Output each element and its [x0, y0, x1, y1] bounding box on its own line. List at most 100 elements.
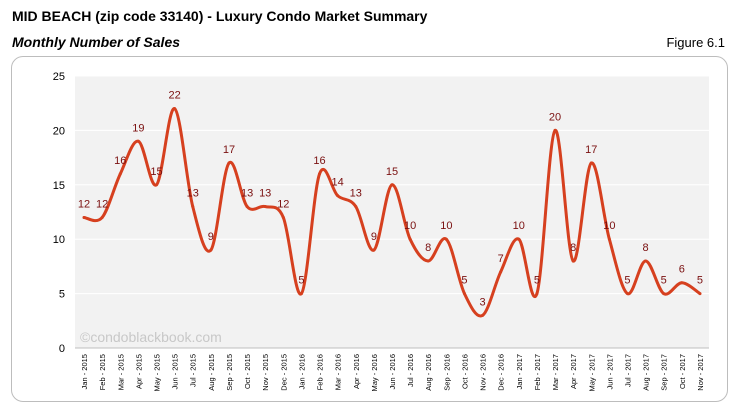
data-label: 14 — [332, 177, 344, 189]
data-point — [136, 139, 140, 143]
x-tick-label: May - 2015 — [153, 354, 162, 392]
data-label: 16 — [114, 155, 126, 167]
x-tick-label: Apr - 2017 — [569, 354, 578, 389]
figure-label: Figure 6.1 — [666, 35, 725, 50]
x-tick-label: Jun - 2017 — [605, 354, 614, 389]
data-point — [462, 292, 466, 296]
data-point — [155, 183, 159, 187]
x-tick-label: Jul - 2016 — [406, 354, 415, 387]
data-point — [698, 292, 702, 296]
x-tick-label: Jan - 2015 — [80, 354, 89, 389]
x-tick-label: May - 2016 — [370, 354, 379, 392]
data-label: 6 — [679, 264, 685, 276]
x-tick-label: Sep - 2017 — [660, 354, 669, 391]
x-tick-label: Jan - 2016 — [297, 354, 306, 389]
data-point — [481, 313, 485, 317]
data-label: 9 — [208, 231, 214, 243]
x-tick-label: May - 2017 — [587, 354, 596, 392]
data-label: 15 — [386, 166, 398, 178]
data-point — [426, 259, 430, 263]
data-label: 10 — [440, 220, 452, 232]
y-tick-label: 0 — [59, 343, 65, 355]
x-tick-label: Dec - 2015 — [279, 354, 288, 391]
data-point — [118, 172, 122, 176]
data-point — [553, 128, 557, 132]
data-label: 7 — [498, 253, 504, 265]
data-point — [680, 281, 684, 285]
data-point — [372, 248, 376, 252]
data-label: 16 — [313, 155, 325, 167]
x-tick-label: Nov - 2017 — [696, 354, 705, 391]
data-label: 9 — [371, 231, 377, 243]
x-tick-label: Jul - 2017 — [623, 354, 632, 387]
watermark: ©condoblackbook.com — [80, 329, 222, 345]
x-tick-label: Nov - 2016 — [479, 354, 488, 391]
data-label: 13 — [187, 188, 199, 200]
data-label: 12 — [277, 198, 289, 210]
data-point — [100, 215, 104, 219]
data-label: 10 — [513, 220, 525, 232]
data-point — [354, 205, 358, 209]
data-label: 12 — [78, 198, 90, 210]
y-tick-label: 15 — [53, 180, 65, 192]
data-point — [644, 259, 648, 263]
data-label: 3 — [480, 296, 486, 308]
data-label: 8 — [425, 242, 431, 254]
x-tick-label: Oct - 2015 — [243, 354, 252, 389]
data-label: 10 — [603, 220, 615, 232]
x-tick-label: Mar - 2017 — [551, 354, 560, 390]
x-tick-label: Sep - 2016 — [442, 354, 451, 391]
data-point — [263, 205, 267, 209]
x-tick-label: Dec - 2016 — [497, 354, 506, 391]
x-tick-label: Mar - 2015 — [116, 354, 125, 390]
data-point — [607, 237, 611, 241]
data-label: 13 — [259, 188, 271, 200]
data-point — [571, 259, 575, 263]
data-label: 19 — [132, 122, 144, 134]
data-point — [318, 172, 322, 176]
y-tick-label: 10 — [53, 234, 65, 246]
x-tick-label: Oct - 2017 — [678, 354, 687, 389]
data-label: 13 — [241, 188, 253, 200]
x-tick-label: Feb - 2017 — [533, 354, 542, 390]
y-tick-label: 20 — [53, 125, 65, 137]
x-tick-label: Sep - 2015 — [225, 354, 234, 391]
data-label: 12 — [96, 198, 108, 210]
data-point — [227, 161, 231, 165]
data-label: 17 — [223, 144, 235, 156]
x-tick-label: Aug - 2016 — [424, 354, 433, 391]
x-tick-label: Feb - 2015 — [98, 354, 107, 390]
data-point — [662, 292, 666, 296]
data-point — [299, 292, 303, 296]
x-tick-label: Mar - 2016 — [334, 354, 343, 390]
data-point — [625, 292, 629, 296]
data-label: 22 — [169, 90, 181, 102]
chart-subtitle: Monthly Number of Sales — [12, 34, 181, 50]
data-point — [336, 194, 340, 198]
data-label: 8 — [570, 242, 576, 254]
data-label: 5 — [534, 275, 540, 287]
data-label: 20 — [549, 111, 561, 123]
data-label: 5 — [461, 275, 467, 287]
data-label: 17 — [585, 144, 597, 156]
data-point — [535, 292, 539, 296]
data-point — [408, 237, 412, 241]
y-tick-label: 25 — [53, 71, 65, 83]
data-point — [589, 161, 593, 165]
x-tick-label: Nov - 2015 — [261, 354, 270, 391]
data-point — [390, 183, 394, 187]
data-label: 10 — [404, 220, 416, 232]
data-point — [444, 237, 448, 241]
x-tick-label: Apr - 2016 — [352, 354, 361, 389]
chart-title: MID BEACH (zip code 33140) - Luxury Cond… — [12, 8, 428, 24]
data-point — [82, 215, 86, 219]
data-label: 5 — [624, 275, 630, 287]
data-point — [245, 205, 249, 209]
data-label: 8 — [643, 242, 649, 254]
x-tick-label: Jul - 2015 — [189, 354, 198, 387]
x-tick-label: Feb - 2016 — [316, 354, 325, 390]
data-point — [173, 107, 177, 111]
data-point — [209, 248, 213, 252]
x-tick-label: Aug - 2015 — [207, 354, 216, 391]
